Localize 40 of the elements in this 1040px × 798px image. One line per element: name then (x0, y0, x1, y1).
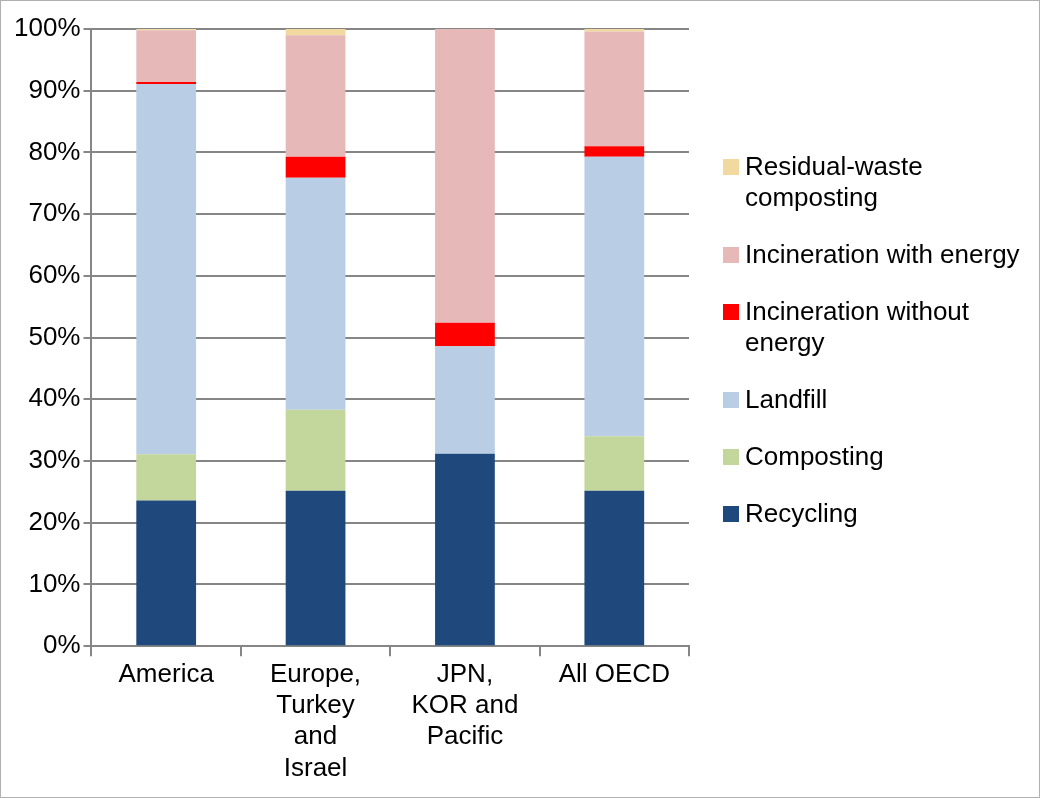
legend-label: Residual-waste composting (745, 151, 924, 213)
x-tick-label: Europe, Turkey and Israel (270, 657, 362, 782)
x-tick-label: JPN, KOR and Pacific (411, 657, 519, 751)
bar (285, 35, 346, 157)
legend-label: Incineration without energy (745, 296, 971, 358)
y-tick-label: 0% (42, 629, 81, 660)
bar (584, 146, 645, 157)
bar (136, 454, 197, 501)
y-tick-label: 80% (28, 135, 81, 166)
x-tick-label: America (118, 657, 215, 688)
x-tick-label: All OECD (558, 657, 670, 688)
legend-label: Composting (745, 441, 884, 472)
bar (435, 322, 495, 347)
y-tick-label: 20% (28, 505, 81, 536)
bar (285, 177, 346, 410)
legend-label: Recycling (745, 498, 858, 529)
y-tick-label: 100% (14, 12, 81, 43)
bar (435, 29, 495, 323)
y-tick-label: 40% (28, 382, 81, 413)
y-tick-label: 70% (28, 197, 81, 228)
bar (584, 490, 645, 646)
bar (435, 453, 495, 646)
bar (584, 436, 645, 491)
y-tick-label: 10% (28, 567, 81, 598)
bar (285, 490, 346, 646)
bar (584, 156, 645, 437)
bar (136, 30, 197, 83)
legend-label: Incineration with energy (745, 239, 1020, 270)
y-tick-label: 90% (28, 73, 81, 104)
bar (584, 31, 645, 147)
y-tick-label: 30% (28, 444, 81, 475)
bar (285, 409, 346, 491)
y-tick-label: 50% (28, 320, 81, 351)
bar (136, 83, 197, 455)
bar (435, 346, 495, 454)
bar (136, 500, 197, 646)
bar (285, 29, 346, 36)
legend-label: Landfill (745, 384, 828, 415)
bar (285, 156, 346, 178)
y-tick-label: 60% (28, 259, 81, 290)
